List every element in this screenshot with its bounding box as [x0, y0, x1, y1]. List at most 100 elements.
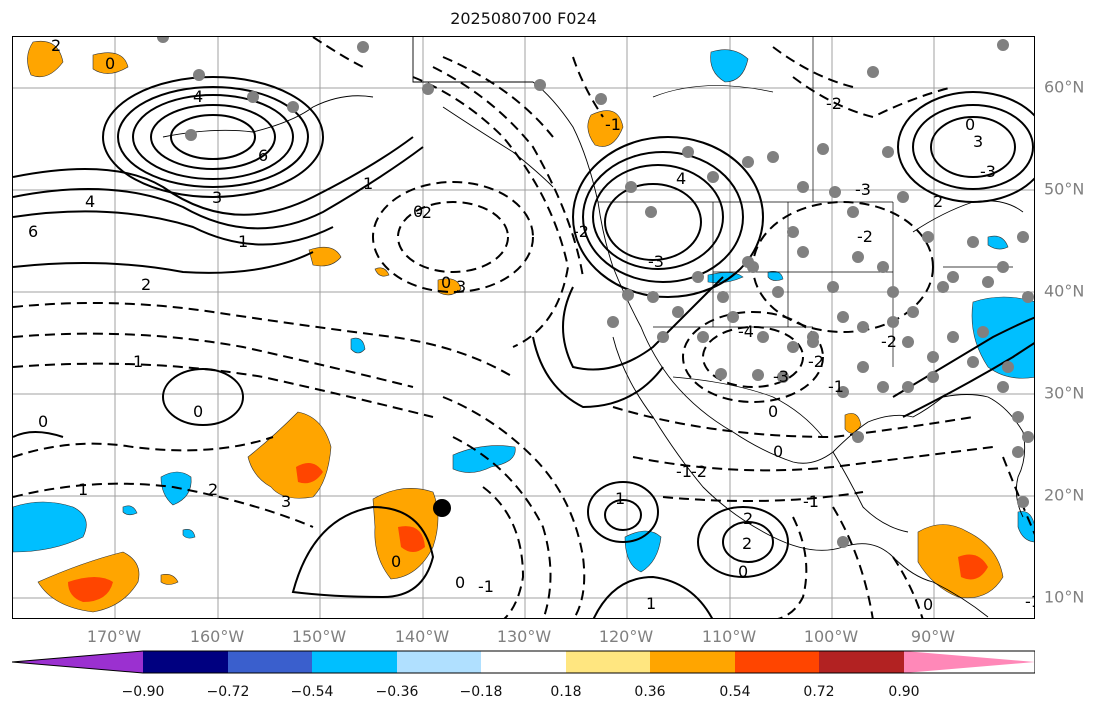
contour-label: -1 [828, 377, 844, 396]
contour-label: 2 [141, 275, 151, 294]
lon-label-170w: 170°W [86, 627, 142, 646]
contour-label: -1 [676, 462, 692, 481]
lon-label-130w: 130°W [496, 627, 552, 646]
contour-label: -2 [416, 203, 432, 222]
contour-label: -2 [826, 94, 842, 113]
contour-label: 4 [193, 87, 203, 106]
colorbar-segment [143, 651, 228, 673]
colorbar-tick: −0.54 [290, 684, 334, 700]
lat-label-20n: 20°N [1044, 485, 1085, 505]
positive-contours [13, 76, 1034, 618]
lon-label-160w: 160°W [189, 627, 245, 646]
lon-label-90w: 90°W [910, 627, 956, 646]
contour-label: -3 [980, 162, 996, 181]
colorbar-segment [12, 651, 143, 673]
colorbar-tick: 0.54 [719, 684, 751, 700]
lat-label-50n: 50°N [1044, 179, 1085, 199]
graticule [13, 37, 1034, 618]
lon-label-150w: 150°W [291, 627, 347, 646]
contour-label: 3 [281, 492, 291, 511]
contour-label: -2 [857, 227, 873, 246]
map-canvas: 204634612100123010-2-1-2-3-4-3-2-10-1120… [13, 37, 1035, 618]
contour-label: 3 [456, 277, 466, 296]
contour-label: 1 [133, 352, 143, 371]
colorbar-tick: −0.36 [375, 684, 419, 700]
contour-label: 4 [85, 192, 95, 211]
contour-label: 4 [676, 169, 686, 188]
negative-contours [13, 37, 1034, 618]
contour-label: 0 [38, 412, 48, 431]
colorbar-segment [735, 651, 819, 673]
contour-label: 6 [258, 146, 268, 165]
colorbar-segment [566, 651, 650, 673]
map-panel: 204634612100123010-2-1-2-3-4-3-2-10-1120… [12, 36, 1035, 619]
lat-label-60n: 60°N [1044, 77, 1085, 97]
contour-label: 0 [738, 562, 748, 581]
contour-label: 1 [1033, 422, 1035, 441]
colorbar-tick: 0.36 [634, 684, 666, 700]
colorbar-tick: 0.72 [803, 684, 835, 700]
contour-label: -4 [738, 322, 754, 341]
contour-label: -1 [605, 115, 621, 134]
contour-label: -1 [803, 492, 819, 511]
colorbar-segment [397, 651, 481, 673]
contour-label: 2 [933, 192, 943, 211]
lat-label-10n: 10°N [1044, 587, 1085, 607]
lon-label-120w: 120°W [598, 627, 654, 646]
colorbar-segment [904, 651, 1035, 673]
contour-label: -2 [573, 222, 589, 241]
contour-label: 0 [193, 402, 203, 421]
contour-label: 0 [441, 273, 451, 292]
contour-label: 0 [413, 202, 423, 221]
colorbar-segment [228, 651, 312, 673]
contour-label: 1 [615, 489, 625, 508]
contour-label: 1 [363, 174, 373, 193]
colorbar-segment [481, 651, 566, 673]
colorbar-outline [12, 650, 1035, 674]
contour-label: 3 [973, 132, 983, 151]
contour-label: 3 [212, 188, 222, 207]
contour-label: 0 [455, 573, 465, 592]
colorbar-tick: −0.72 [206, 684, 250, 700]
lat-label-30n: 30°N [1044, 383, 1085, 403]
contour-label: -2 [881, 332, 897, 351]
lon-label-140w: 140°W [394, 627, 450, 646]
contour-label: 0 [391, 552, 401, 571]
contour-label: 1 [238, 232, 248, 251]
storm-marker [433, 499, 451, 517]
contour-label: -2 [808, 352, 824, 371]
contour-label: 0 [923, 595, 933, 614]
lon-label-100w: 100°W [803, 627, 859, 646]
contour-label: -3 [648, 252, 664, 271]
plot-title: 2025080700 F024 [450, 9, 597, 28]
contour-label: 0 [105, 54, 115, 73]
contour-label: 2 [208, 480, 218, 499]
strong-positive-anomaly-fills [68, 463, 988, 602]
contour-label: 2 [743, 509, 753, 528]
colorbar-segment [312, 651, 397, 673]
contour-label: -3 [855, 180, 871, 199]
contour-label-layer: 204634612100123010-2-1-2-3-4-3-2-10-1120… [28, 37, 1035, 614]
contour-label: -2 [691, 462, 707, 481]
political-borders [598, 37, 1013, 438]
colorbar-tick: 0.18 [550, 684, 582, 700]
contour-label: -1 [478, 577, 494, 596]
colorbar-segment [650, 651, 735, 673]
lon-label-110w: 110°W [701, 627, 757, 646]
colorbar-tick: −0.18 [459, 684, 503, 700]
contour-label: -1 [1025, 592, 1035, 611]
contour-label: 6 [28, 222, 38, 241]
negative-anomaly-fills [13, 49, 1034, 573]
contour-label: 2 [742, 534, 752, 553]
colorbar [12, 650, 1035, 674]
colorbar-tick: −0.90 [121, 684, 165, 700]
contour-label: 0 [965, 115, 975, 134]
contour-label: 0 [768, 402, 778, 421]
contour-label: 1 [78, 480, 88, 499]
contour-label: 2 [51, 37, 61, 55]
contour-label: -3 [773, 367, 789, 386]
lat-label-40n: 40°N [1044, 281, 1085, 301]
colorbar-tick: 0.90 [888, 684, 920, 700]
significance-dots [157, 37, 1034, 548]
colorbar-segment [819, 651, 904, 673]
